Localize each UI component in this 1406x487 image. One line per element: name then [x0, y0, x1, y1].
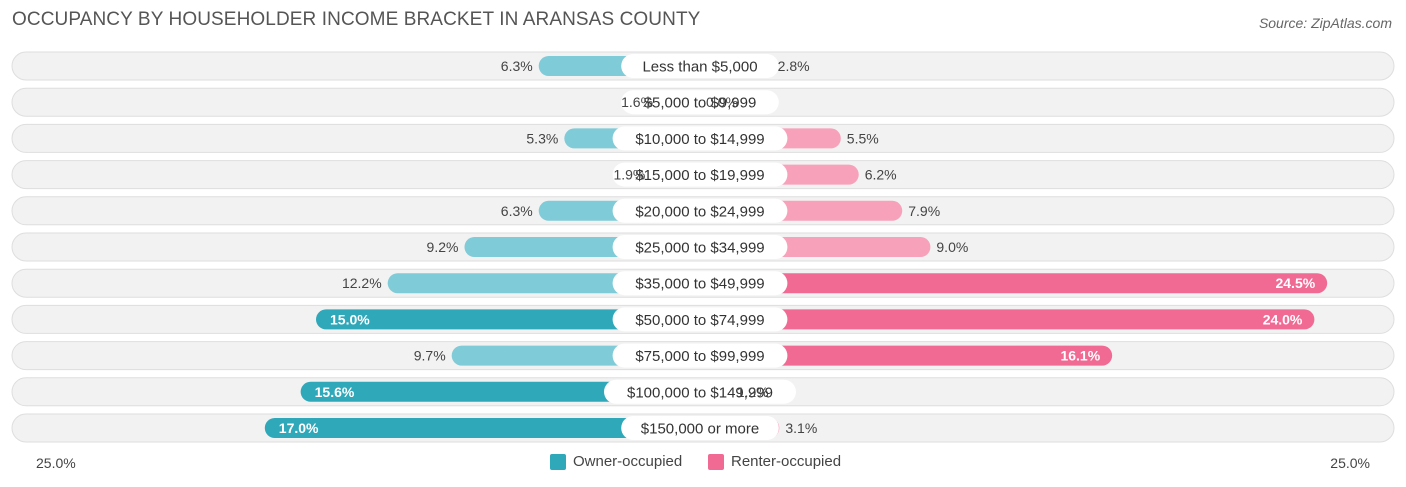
category-label: $100,000 to $149,999	[627, 384, 773, 401]
axis-right-label: 25.0%	[1330, 455, 1370, 471]
renter-value-label: 16.1%	[1060, 348, 1100, 364]
category-label: $15,000 to $19,999	[635, 167, 764, 184]
category-label-bg	[612, 235, 788, 259]
renter-value-label: 1.2%	[737, 384, 769, 400]
owner-value-label: 15.0%	[330, 311, 370, 327]
owner-value-label: 15.6%	[315, 384, 355, 400]
owner-value-label: 1.6%	[621, 94, 653, 110]
category-label: $150,000 or more	[641, 421, 759, 438]
chart-title: OCCUPANCY BY HOUSEHOLDER INCOME BRACKET …	[12, 9, 701, 30]
category-label: $5,000 to $9,999	[644, 95, 757, 112]
renter-value-label: 6.2%	[865, 167, 897, 183]
category-label: Less than $5,000	[642, 59, 757, 76]
category-label-bg	[612, 307, 788, 332]
category-label-bg	[621, 90, 779, 115]
category-label-bg	[621, 416, 779, 440]
category-label-bg	[604, 379, 796, 404]
renter-bar	[700, 345, 1113, 366]
category-label-bg	[612, 162, 788, 187]
category-label: $75,000 to $99,999	[635, 348, 764, 365]
category-label-bg	[612, 271, 788, 296]
owner-value-label: 6.3%	[501, 203, 533, 219]
legend-owner-label: Owner-occupied	[573, 453, 683, 470]
category-label-bg	[612, 198, 788, 223]
legend-owner-swatch	[550, 453, 566, 470]
category-label: $50,000 to $74,999	[635, 312, 764, 329]
owner-bar	[300, 381, 700, 402]
owner-value-label: 6.3%	[501, 58, 533, 74]
category-label: $35,000 to $49,999	[635, 276, 764, 293]
category-label: $10,000 to $14,999	[635, 131, 764, 148]
renter-bar	[700, 273, 1328, 294]
owner-value-label: 17.0%	[279, 420, 319, 436]
legend-renter: Renter-occupied	[708, 453, 841, 470]
legend-renter-label: Renter-occupied	[731, 453, 842, 470]
owner-value-label: 9.2%	[427, 239, 459, 255]
owner-value-label: 5.3%	[526, 130, 558, 146]
renter-value-label: 3.1%	[785, 420, 817, 436]
source-note: Source: ZipAtlas.com	[1258, 15, 1392, 31]
renter-bar	[700, 309, 1315, 330]
category-label-bg	[612, 343, 788, 368]
chart-canvas: Less than $5,000 6.3% 2.8% $5,000 to $9,999…	[11, 51, 1395, 443]
legend-renter-swatch	[708, 453, 724, 470]
renter-value-label: 2.8%	[778, 58, 810, 74]
owner-bar	[264, 418, 700, 438]
axis-left-label: 25.0%	[36, 455, 76, 471]
legend: Owner-occupied Renter-occupied	[0, 453, 1406, 473]
renter-value-label: 0.0%	[706, 94, 738, 110]
category-label-bg	[612, 126, 788, 151]
owner-value-label: 12.2%	[342, 275, 382, 291]
renter-value-label: 24.5%	[1275, 275, 1315, 291]
owner-bar	[316, 309, 700, 330]
category-label: $20,000 to $24,999	[635, 203, 764, 220]
renter-value-label: 9.0%	[936, 239, 968, 255]
category-label-bg	[621, 54, 779, 78]
legend-owner: Owner-occupied	[550, 453, 682, 470]
renter-value-label: 5.5%	[847, 130, 879, 146]
owner-value-label: 9.7%	[414, 348, 446, 364]
renter-value-label: 24.0%	[1263, 311, 1303, 327]
renter-value-label: 7.9%	[908, 203, 940, 219]
owner-value-label: 1.9%	[613, 167, 645, 183]
category-label: $25,000 to $34,999	[635, 240, 764, 257]
